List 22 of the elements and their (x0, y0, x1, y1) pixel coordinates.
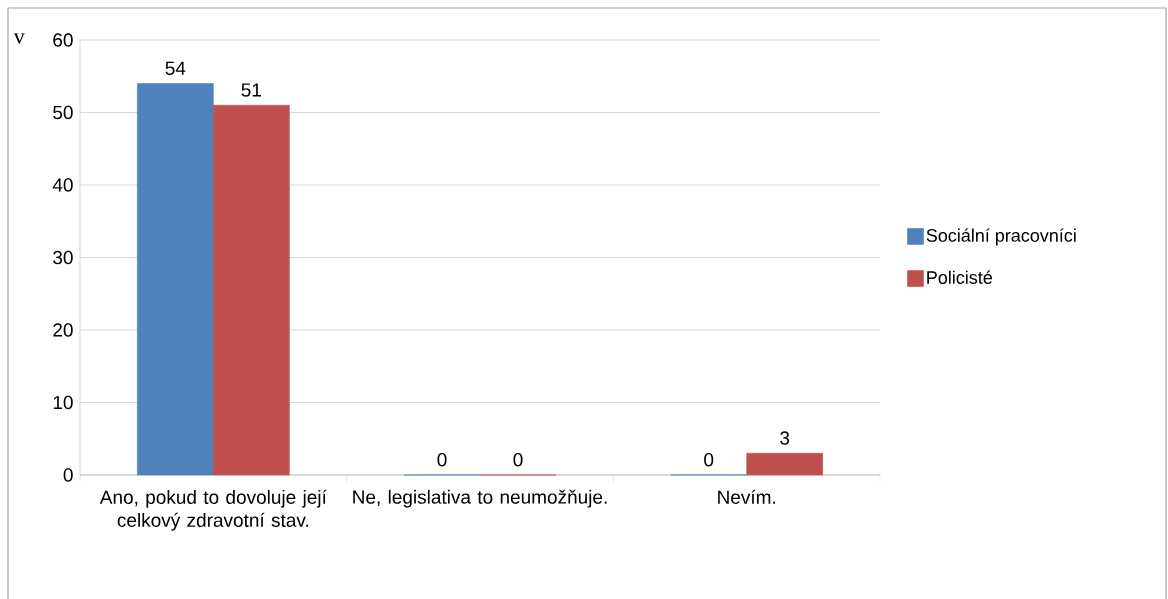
x-tick-label: Ne, legislativa to neumožňuje. (353, 489, 607, 508)
y-tick-label: 60 (53, 33, 73, 47)
text: v (13, 33, 25, 44)
bar (746, 452, 823, 476)
bar (137, 83, 214, 476)
data-label: 3 (780, 431, 790, 445)
legend-label: Sociální pracovníci (926, 228, 1076, 246)
y-tick-label: 30 (53, 250, 73, 265)
legend-label: Policisté (927, 270, 993, 284)
y-tick-label: 10 (53, 395, 73, 410)
data-label: 0 (437, 453, 447, 467)
y-tick-label: 50 (53, 105, 73, 120)
data-label: 54 (165, 61, 186, 75)
data-label: 0 (513, 453, 523, 467)
x-tick-label: Ano, pokud to dovoluje její celkový zdravotní stav. (99, 489, 327, 531)
y-tick-label: 20 (53, 323, 73, 337)
y-tick-label: 0 (63, 468, 73, 482)
x-tick-label: Nevím. (718, 489, 776, 504)
data-label: 51 (241, 83, 261, 97)
bar (213, 104, 290, 476)
data-label: 0 (704, 453, 714, 467)
y-tick-label: 40 (52, 178, 73, 192)
